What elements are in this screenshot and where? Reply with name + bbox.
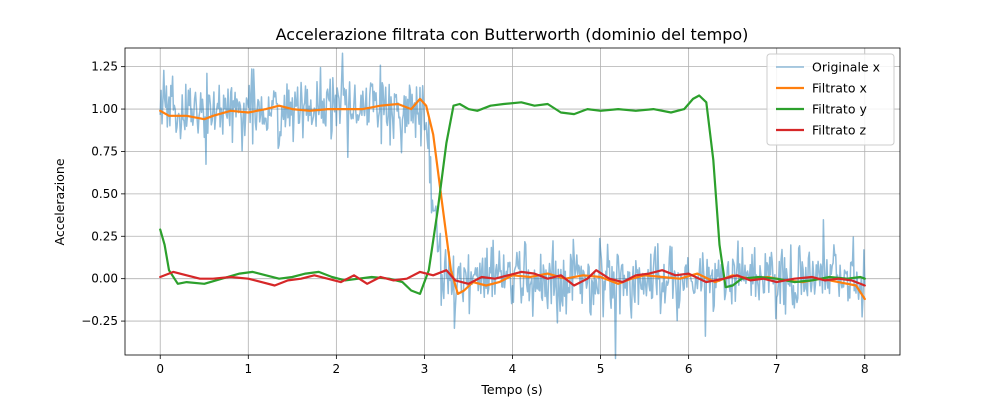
x-tick-label: 4 [509, 362, 517, 376]
y-axis-label: Accelerazione [52, 158, 67, 245]
x-tick-label: 6 [685, 362, 693, 376]
x-tick-label: 5 [597, 362, 605, 376]
series-line-filtrato-y [159, 94, 866, 295]
y-tick-label: 1.25 [91, 60, 118, 74]
legend: Originale x Filtrato x Filtrato y Filtrato … [766, 53, 895, 146]
y-tick-label: −0.25 [81, 314, 118, 328]
x-tick-label: 1 [244, 362, 252, 376]
x-tick-label: 0 [156, 362, 164, 376]
y-tick-label: 0.75 [91, 144, 118, 158]
x-tick-label: 7 [773, 362, 781, 376]
x-tick-label: 3 [421, 362, 429, 376]
plot-area [159, 52, 866, 360]
chart-title: Accelerazione filtrata con Butterworth (… [276, 25, 749, 44]
x-axis: 0 1 2 3 4 5 6 7 8 [156, 355, 869, 376]
y-axis: −0.25 0.00 0.25 0.50 0.75 1.00 1.25 [81, 60, 125, 328]
legend-label: Filtrato x [812, 81, 867, 96]
x-tick-label: 2 [333, 362, 341, 376]
x-tick-label: 8 [861, 362, 869, 376]
y-tick-label: 1.00 [91, 102, 118, 116]
x-axis-label: Tempo (s) [480, 382, 542, 397]
legend-frame [766, 53, 895, 146]
grid [125, 48, 900, 355]
series-line-filtrato-z [159, 269, 866, 287]
y-tick-label: 0.25 [91, 229, 118, 243]
legend-label: Filtrato z [812, 123, 866, 138]
y-tick-label: 0.50 [91, 187, 118, 201]
series-line-originale-x [159, 52, 866, 360]
legend-label: Originale x [812, 60, 880, 75]
legend-label: Filtrato y [812, 102, 867, 117]
y-tick-label: 0.00 [91, 272, 118, 286]
